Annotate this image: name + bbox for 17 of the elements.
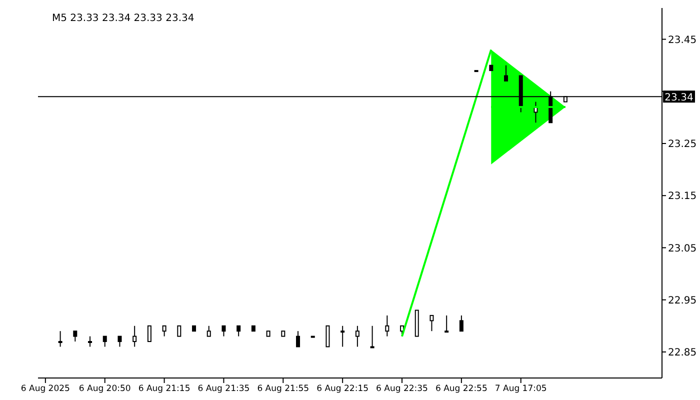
y-tick-label: 22.95 [668, 295, 697, 306]
y-tick-label: 23.05 [668, 243, 697, 254]
x-tick-label: 6 Aug 21:55 [257, 384, 310, 394]
x-tick-label: 6 Aug 22:55 [435, 384, 488, 394]
ref-line-label: 23.34 [664, 92, 694, 104]
x-tick-label: 6 Aug 22:35 [376, 384, 428, 394]
x-tick-label: 6 Aug 20:50 [78, 384, 131, 394]
y-tick-label: 23.45 [668, 34, 697, 46]
y-tick-label: 23.15 [668, 191, 697, 202]
x-tick-label: 6 Aug 21:35 [198, 384, 250, 394]
x-tick-label: 6 Aug 22:15 [316, 384, 369, 394]
y-tick-label: 22.85 [668, 347, 697, 358]
x-tick-label: 6 Aug 21:15 [138, 384, 190, 394]
x-tick-label: 7 Aug 17:05 [494, 384, 547, 394]
x-tick-label: 6 Aug 2025 [20, 384, 70, 394]
y-tick-label: 23.25 [668, 139, 697, 150]
text: M5 23.33 23.34 23.33 23.34 [52, 13, 194, 24]
